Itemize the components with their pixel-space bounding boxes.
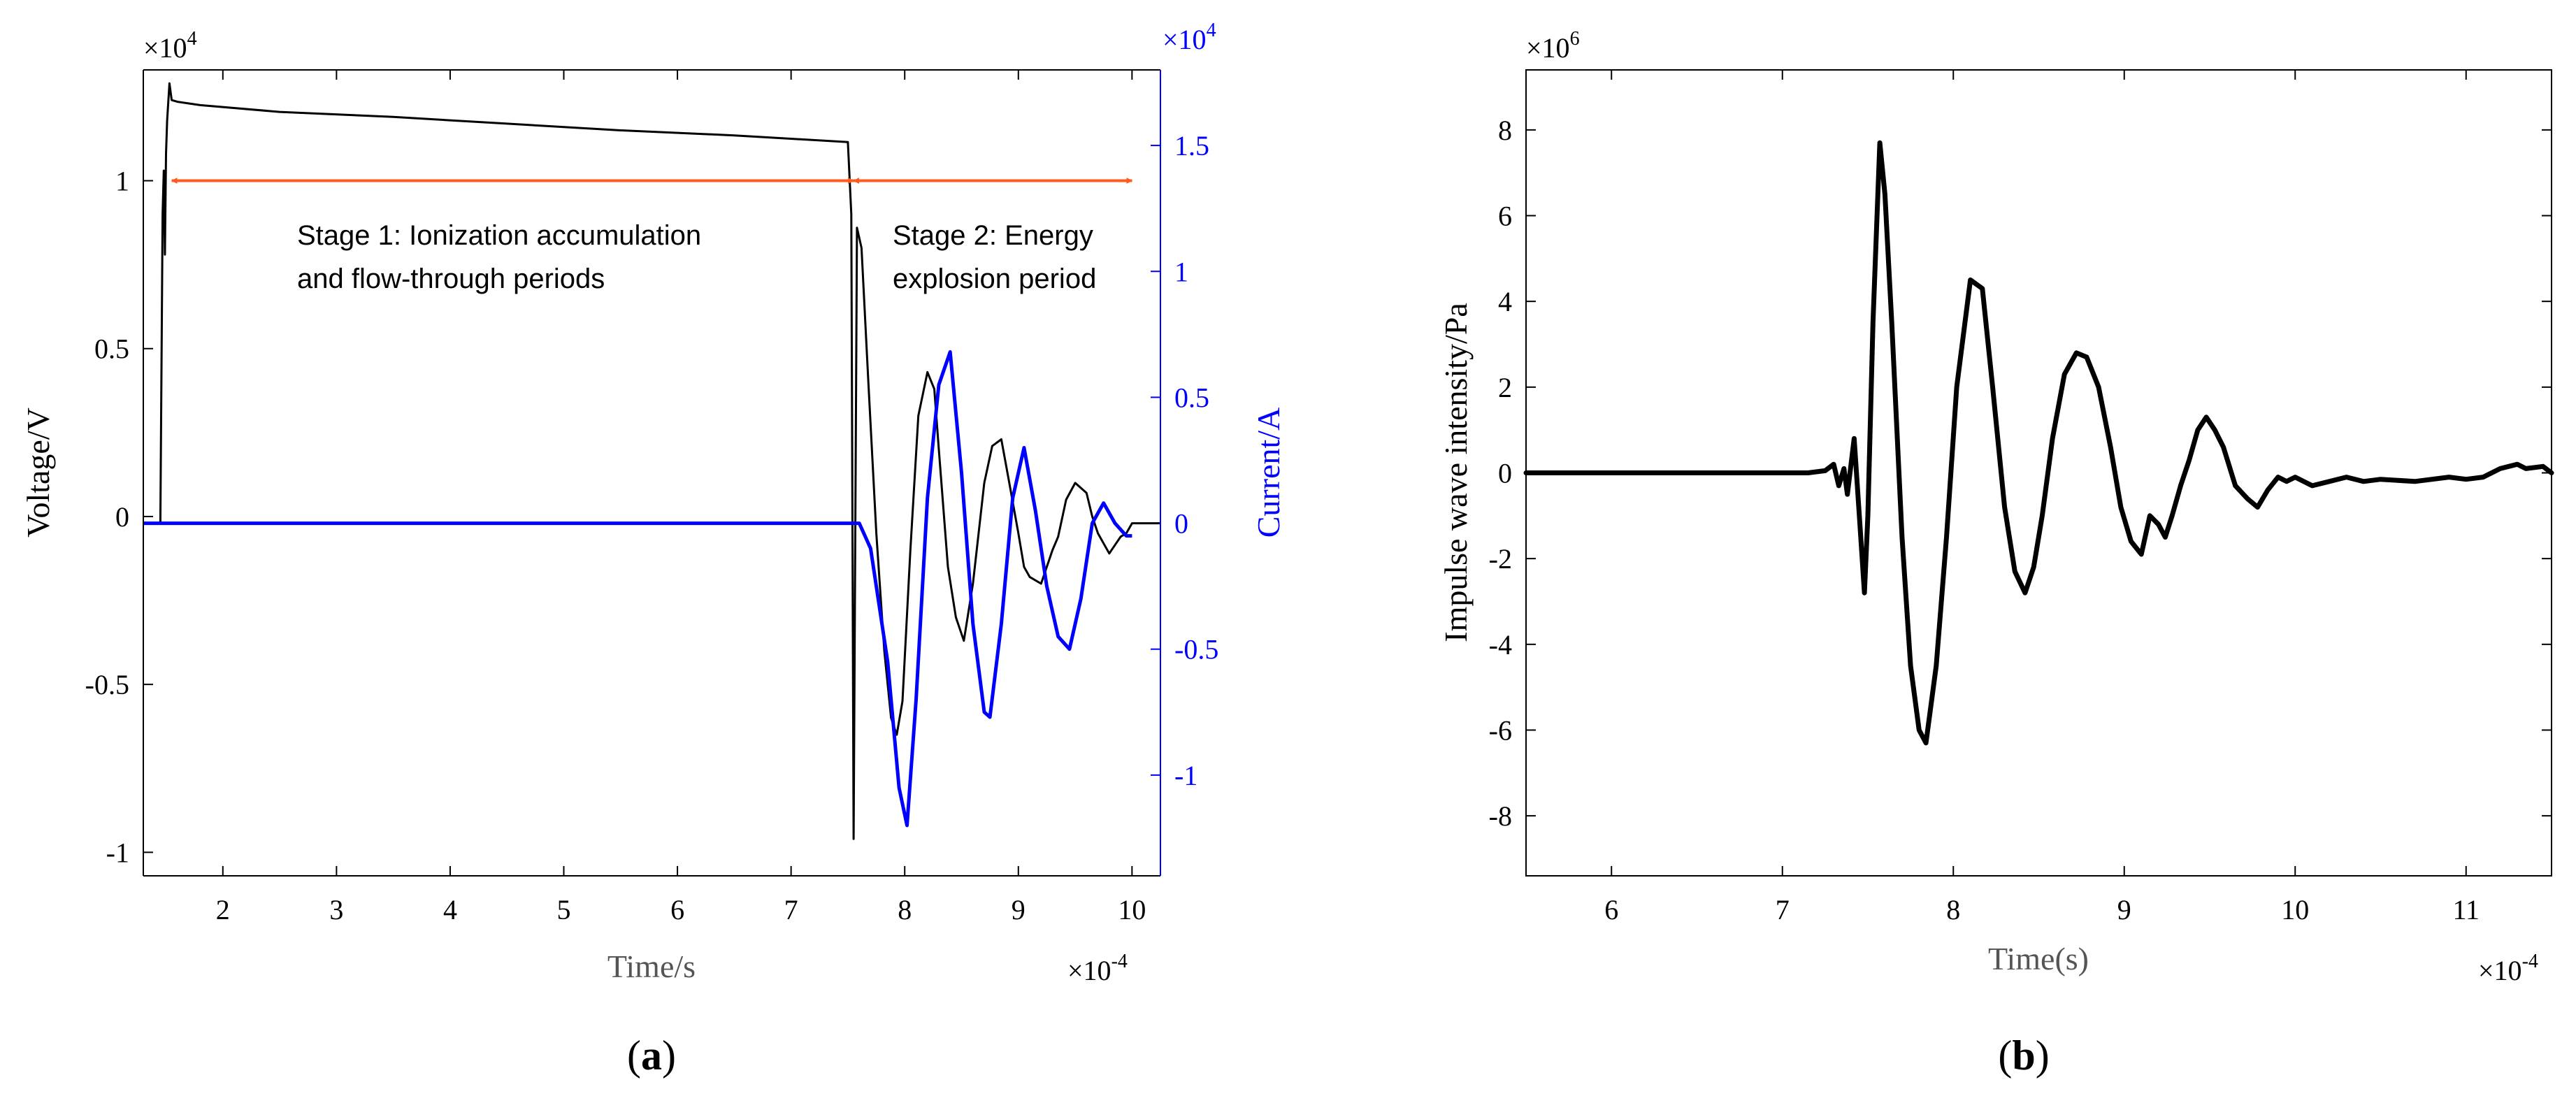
y-left-tick-label: 0.5 [94, 333, 129, 365]
y-right-tick-label: -0.5 [1174, 634, 1218, 665]
x-tick-label: 10 [2281, 894, 2309, 925]
x-tick-label: 8 [1946, 894, 1960, 925]
panel-a-x-exponent: ×10-4 [1067, 951, 1128, 986]
y-right-tick-label: 0.5 [1174, 382, 1209, 413]
y-left-tick-label: -1 [106, 837, 129, 868]
stage2-annotation: Stage 2: Energy explosion period [893, 220, 1101, 294]
y-left-tick-label: -0.5 [85, 669, 129, 700]
voltage-series-line [143, 82, 1160, 840]
y-tick-label: 0 [1498, 458, 1512, 489]
panel-b-x-axis-label: Time(s) [1988, 941, 2089, 976]
panel-a-y-right-tick-labels: -1 -0.5 0 0.5 1 1.5 [1174, 130, 1218, 791]
y-tick-label: -2 [1489, 543, 1512, 575]
y-tick-label: -4 [1489, 629, 1512, 661]
panel-b-series [1523, 140, 2554, 746]
current-series-line [143, 350, 1132, 828]
panel-b-ticks [1526, 70, 2552, 876]
x-tick-label: 10 [1118, 894, 1146, 925]
panel-a-y-left-exponent: ×104 [143, 28, 197, 64]
x-tick-label: 11 [2452, 894, 2480, 925]
panel-a-y-right-exponent: ×104 [1163, 20, 1216, 55]
y-left-tick-label: 0 [115, 501, 129, 533]
y-right-tick-label: 1.5 [1174, 130, 1209, 161]
x-tick-label: 6 [670, 894, 684, 925]
panel-a-x-tick-labels: 2 3 4 5 6 7 8 9 10 [216, 894, 1146, 925]
x-tick-label: 9 [1012, 894, 1026, 925]
x-tick-label: 3 [329, 894, 343, 925]
y-tick-label: 2 [1498, 372, 1512, 403]
y-tick-label: -6 [1489, 714, 1512, 746]
x-tick-label: 4 [443, 894, 457, 925]
impulse-wave-series-line [1523, 140, 2554, 746]
panel-a-label: (a) [627, 1032, 676, 1079]
panel-a-y-right-axis-label: Current/A [1251, 408, 1286, 538]
panel-b-y-tick-labels: -8 -6 -4 -2 0 2 4 6 8 [1489, 115, 1512, 832]
panel-a-x-axis-label: Time/s [607, 949, 696, 984]
y-tick-label: 8 [1498, 115, 1512, 146]
stage1-annotation: Stage 1: Ionization accumulation and flo… [297, 220, 709, 294]
x-tick-label: 2 [216, 894, 230, 925]
y-right-tick-label: -1 [1174, 760, 1197, 791]
panel-b-label: (b) [1998, 1032, 2049, 1079]
x-tick-label: 8 [898, 894, 912, 925]
panel-b-axes-box [1525, 69, 2552, 877]
x-tick-label: 5 [557, 894, 571, 925]
y-right-tick-label: 0 [1174, 508, 1188, 540]
panel-b-y-exponent: ×106 [1526, 28, 1580, 64]
x-tick-label: 7 [784, 894, 798, 925]
y-tick-label: 4 [1498, 286, 1512, 317]
y-right-tick-label: 1 [1174, 256, 1188, 287]
panel-b: 6 7 8 9 10 11 -8 -6 -4 -2 0 2 4 6 8 ×106 ×10-4 Time(s… [1438, 28, 2554, 1079]
panel-a: 2 3 4 5 6 7 8 9 10 -1 -0.5 0 0.5 1 -1 -0.5 0 0.5 1 1.5 ×1… [20, 20, 1286, 1079]
panel-a-y-left-tick-labels: -1 -0.5 0 0.5 1 [85, 166, 129, 869]
panel-b-y-axis-label: Impulse wave intensity/Pa [1438, 303, 1474, 642]
x-tick-label: 7 [1776, 894, 1790, 925]
panel-b-x-tick-labels: 6 7 8 9 10 11 [1604, 894, 2480, 925]
y-left-tick-label: 1 [115, 166, 129, 197]
panel-b-x-exponent: ×10-4 [2478, 951, 2538, 986]
x-tick-label: 6 [1604, 894, 1618, 925]
y-tick-label: -8 [1489, 800, 1512, 832]
y-tick-label: 6 [1498, 201, 1512, 232]
panel-a-y-left-axis-label: Voltage/V [20, 408, 56, 538]
x-tick-label: 9 [2117, 894, 2131, 925]
panel-a-plot-area [143, 70, 1160, 876]
panel-a-series [143, 82, 1160, 840]
